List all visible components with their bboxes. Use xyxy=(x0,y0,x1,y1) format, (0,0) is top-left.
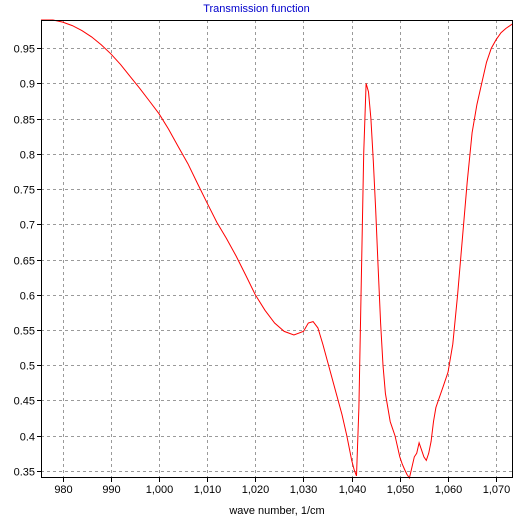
y-tick-label: 0.35 xyxy=(14,467,35,479)
x-tick-label: 1,060 xyxy=(435,484,463,496)
x-axis-label: wave number, 1/cm xyxy=(228,505,324,517)
y-tick-label: 0.55 xyxy=(14,326,35,338)
x-tick-label: 1,050 xyxy=(387,484,415,496)
y-tick-label: 0.65 xyxy=(14,256,35,268)
y-axis-ticks: 0.35 0.4 0.45 0.5 0.55 0.6 0.65 0.7 0.75 0.8 0.85 0… xyxy=(14,44,41,479)
y-tick-label: 0.85 xyxy=(14,115,35,127)
y-tick-label: 0.8 xyxy=(20,150,35,162)
y-tick-label: 0.7 xyxy=(20,220,35,232)
transmission-series-line xyxy=(41,19,513,480)
x-axis-ticks: 980 990 1,000 1,010 1,020 1,030 1,040 1,050 1,06… xyxy=(54,478,510,496)
y-tick-label: 0.6 xyxy=(20,291,35,303)
x-tick-label: 1,010 xyxy=(194,484,222,496)
x-tick-label: 990 xyxy=(102,484,120,496)
x-tick-label: 1,000 xyxy=(146,484,174,496)
x-tick-label: 1,040 xyxy=(339,484,367,496)
y-tick-label: 0.75 xyxy=(14,185,35,197)
grid xyxy=(41,20,513,478)
y-tick-label: 0.95 xyxy=(14,44,35,56)
x-tick-label: 980 xyxy=(54,484,72,496)
y-tick-label: 0.5 xyxy=(20,361,35,373)
x-tick-label: 1,020 xyxy=(242,484,270,496)
y-tick-label: 0.45 xyxy=(14,396,35,408)
y-tick-label: 0.4 xyxy=(20,432,35,444)
chart-title: Transmission function xyxy=(203,3,310,15)
plot-area-frame xyxy=(41,20,513,478)
x-tick-label: 1,030 xyxy=(290,484,318,496)
x-tick-label: 1,070 xyxy=(483,484,511,496)
y-tick-label: 0.9 xyxy=(20,79,35,91)
